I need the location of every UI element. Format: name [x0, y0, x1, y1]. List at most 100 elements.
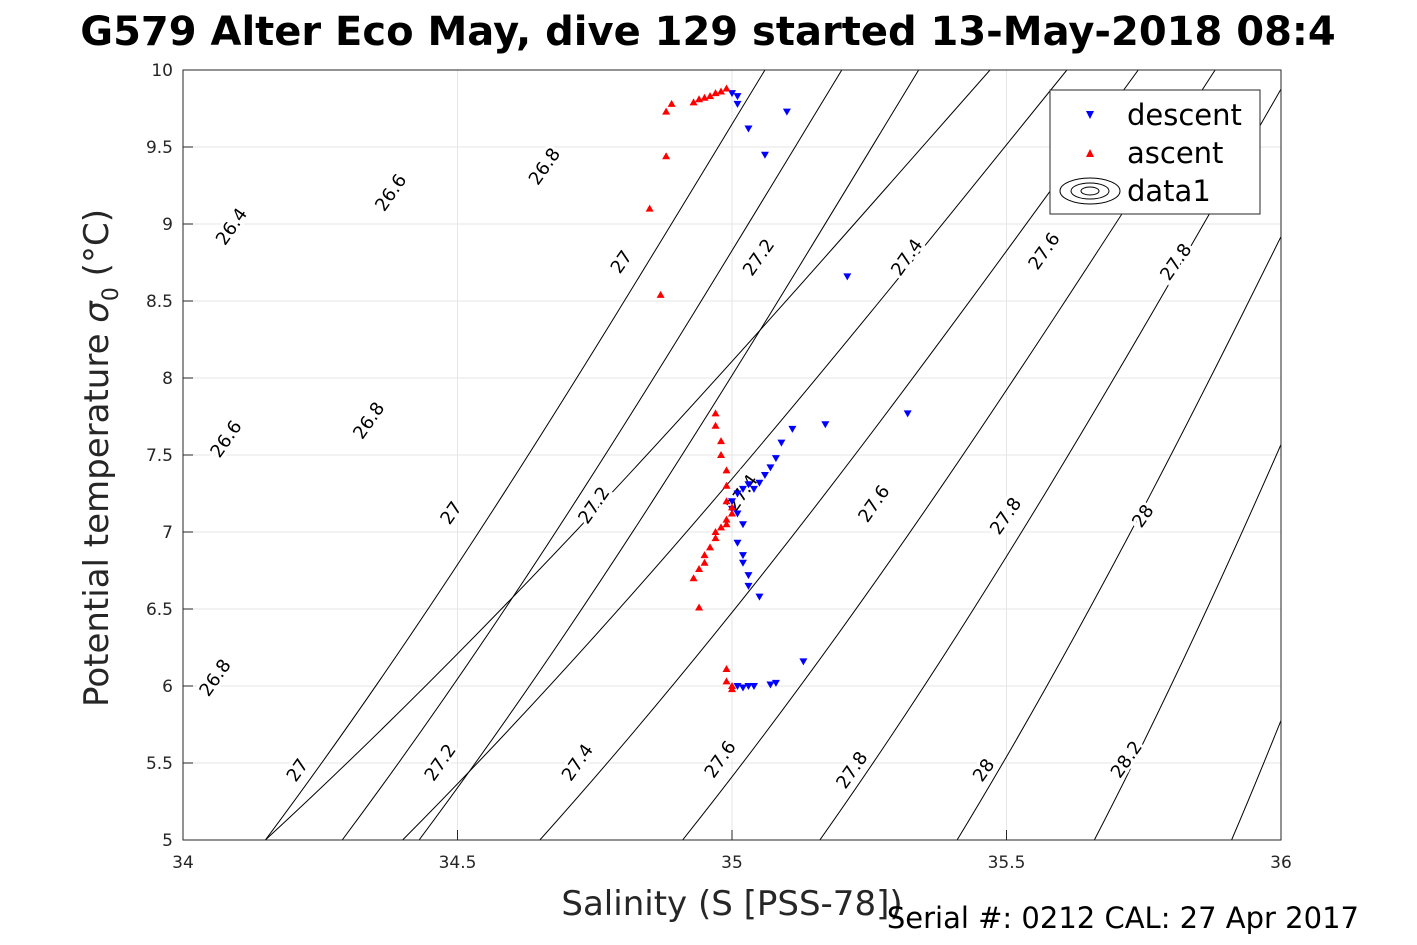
ascent-point	[700, 551, 709, 559]
y-tick-label: 10	[151, 61, 173, 81]
ascent-point	[722, 515, 731, 523]
descent-point	[755, 479, 764, 487]
ascent-point	[722, 520, 731, 528]
descent-point	[733, 539, 742, 547]
isopycnal-26.4	[264, 70, 766, 840]
descent-point	[777, 439, 786, 447]
y-tick-label: 9.5	[146, 138, 173, 158]
descent-point	[766, 681, 775, 689]
ascent-point	[695, 95, 704, 103]
isopycnal-26.6	[341, 70, 843, 840]
ascent-point	[711, 528, 720, 535]
x-tick-label: 36	[1270, 853, 1292, 873]
descent-point	[738, 552, 747, 560]
descent-point	[738, 521, 747, 529]
ascent-point	[706, 543, 715, 551]
ascent-point	[645, 204, 654, 212]
y-tick-label: 8.5	[146, 292, 173, 312]
descent-point	[744, 683, 753, 690]
y-tick-label: 6	[162, 677, 173, 697]
descent-series	[728, 90, 912, 692]
legend-contour-icon	[1059, 177, 1121, 205]
x-tick-label: 35.5	[988, 853, 1026, 873]
descent-point	[744, 125, 753, 133]
ascent-point	[717, 87, 726, 95]
descent-point	[760, 472, 769, 480]
legend-ascent-label: ascent	[1127, 136, 1223, 170]
ascent-point	[711, 534, 720, 542]
descent-point	[749, 683, 758, 690]
descent-point	[843, 273, 852, 281]
y-ticks: 5 5.5 6 6.5 7 7.5 8 8.5 9 9.5 10	[146, 61, 193, 851]
ascent-point	[722, 481, 731, 489]
legend: descent ascent data1	[1049, 89, 1261, 215]
ascent-point	[706, 92, 715, 100]
descent-point	[738, 684, 747, 692]
isopycnal-28.4	[1231, 719, 1281, 840]
isopycnal-27	[265, 70, 991, 840]
descent-point	[760, 151, 769, 159]
y-axis-label-subscript: 0	[99, 287, 124, 301]
ascent-point	[722, 497, 731, 505]
ascent-point	[728, 509, 736, 517]
ascent-point	[717, 523, 726, 531]
descent-point	[788, 425, 797, 433]
descent-point	[771, 455, 780, 463]
descent-point	[728, 90, 736, 98]
descent-point	[749, 485, 758, 493]
chart-title: G579 Alter Eco May, dive 129 started 13-…	[80, 9, 1336, 55]
ascent-point	[717, 451, 726, 458]
y-tick-label: 6.5	[146, 600, 173, 620]
isopycnal-28	[956, 235, 1281, 840]
ascent-series	[645, 84, 736, 693]
y-tick-label: 5.5	[146, 754, 173, 774]
grid	[182, 69, 1282, 841]
y-axis-label-text: Potential temperature	[77, 334, 117, 707]
y-axis-label-unit: (°C)	[77, 209, 117, 276]
descent-point	[821, 421, 830, 429]
legend-descent-marker	[1086, 111, 1094, 119]
y-tick-label: 7.5	[146, 446, 173, 466]
descent-point	[766, 464, 775, 472]
ascent-point	[728, 685, 736, 693]
y-tick-label: 7	[162, 523, 173, 543]
ascent-point	[728, 503, 736, 511]
ascent-point	[695, 564, 704, 572]
ascent-point	[695, 603, 704, 611]
descent-point	[738, 559, 747, 567]
legend-descent-label: descent	[1127, 98, 1242, 132]
descent-point	[755, 593, 764, 601]
x-tick-label: 34	[172, 853, 194, 873]
ascent-point	[722, 677, 731, 685]
ascent-point	[689, 574, 698, 582]
descent-point	[733, 93, 742, 101]
x-tick-label: 35	[721, 853, 743, 873]
descent-point	[728, 498, 736, 506]
ascent-point	[700, 93, 709, 101]
ascent-point	[711, 89, 720, 97]
ascent-point	[722, 665, 731, 673]
descent-point	[733, 490, 742, 498]
ascent-point	[700, 558, 709, 566]
ascent-point	[711, 421, 720, 429]
isopycnal-28.2	[1093, 443, 1281, 840]
ascent-point	[722, 84, 731, 92]
ascent-point	[662, 107, 671, 115]
isopycnal-27.2	[402, 70, 1068, 840]
x-tick-label: 34.5	[439, 853, 477, 873]
legend-box	[1049, 89, 1261, 215]
isopycnal-26.8	[418, 70, 920, 840]
ascent-point	[656, 290, 665, 298]
ascent-point	[689, 98, 698, 106]
descent-point	[733, 510, 742, 518]
descent-point	[903, 410, 912, 418]
y-tick-label: 5	[162, 831, 173, 851]
descent-point	[782, 108, 791, 116]
ascent-point	[717, 437, 726, 445]
y-axis-label-symbol: σ	[77, 300, 117, 323]
y-axis-label: Potential temperature σ0 (°C)	[77, 209, 127, 707]
descent-point	[744, 582, 753, 590]
descent-point	[733, 100, 742, 108]
descent-point	[744, 572, 753, 580]
